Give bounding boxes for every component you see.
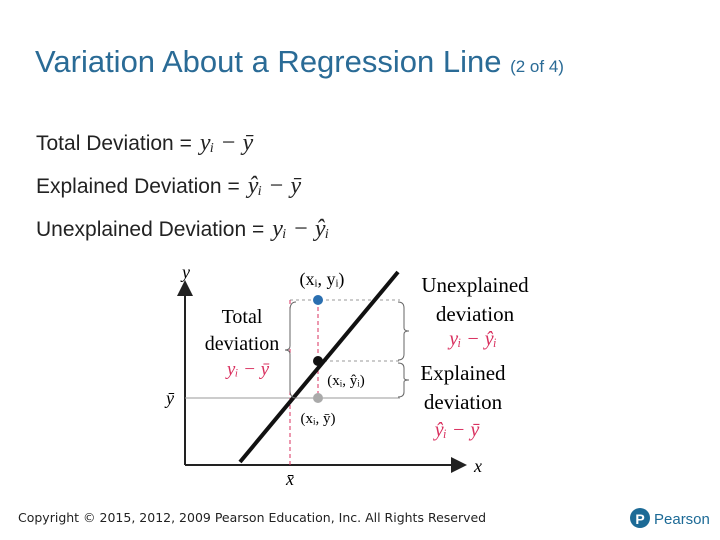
copyright: Copyright © 2015, 2012, 2009 Pearson Edu… bbox=[18, 510, 487, 525]
formula: yᵢ − ŷᵢ bbox=[447, 328, 497, 350]
logo-letter: P bbox=[635, 511, 644, 527]
logo-mark bbox=[630, 508, 650, 528]
title: Variation About a Regression Line bbox=[35, 44, 502, 79]
def-label: Explained Deviation = bbox=[36, 175, 240, 198]
mean-label: ȳ bbox=[164, 388, 175, 408]
brace bbox=[284, 301, 297, 399]
regression-line bbox=[238, 270, 400, 464]
label: deviation bbox=[424, 390, 503, 414]
brace bbox=[397, 301, 410, 361]
def-formula: yᵢ − ȳ bbox=[199, 130, 254, 156]
mean-point bbox=[313, 393, 323, 403]
formula: yᵢ − ȳ bbox=[225, 359, 270, 380]
label: deviation bbox=[436, 302, 515, 326]
definition: Total Deviation = yᵢ − ȳ bbox=[36, 130, 253, 157]
brand: Pearson bbox=[654, 511, 710, 528]
point-label: (xᵢ, yᵢ) bbox=[300, 269, 345, 290]
def-label: Unexplained Deviation = bbox=[36, 218, 265, 241]
brace bbox=[397, 362, 410, 398]
axis-label: x bbox=[473, 456, 482, 476]
def-formula: ŷᵢ − ȳ bbox=[247, 173, 302, 199]
observed-point bbox=[313, 295, 323, 305]
mean-label: x̄ bbox=[285, 469, 294, 489]
point-label: (xᵢ, ŷᵢ) bbox=[327, 373, 364, 389]
formula: ŷᵢ − ȳ bbox=[433, 419, 481, 441]
predicted-point bbox=[313, 356, 323, 366]
axis-label: y bbox=[180, 262, 190, 282]
definition: Unexplained Deviation = yᵢ − ŷᵢ bbox=[36, 216, 329, 243]
part-label: (2 of 4) bbox=[510, 57, 564, 76]
definition: Explained Deviation = ŷᵢ − ȳ bbox=[36, 173, 301, 200]
point-label: (xᵢ, ȳ) bbox=[301, 411, 336, 427]
def-formula: yᵢ − ŷᵢ bbox=[272, 216, 330, 242]
label: Unexplained bbox=[421, 273, 529, 297]
label: Total bbox=[222, 306, 263, 328]
label: deviation bbox=[205, 333, 279, 355]
title-block: Variation About a Regression Line (2 of … bbox=[35, 38, 695, 91]
def-label: Total Deviation = bbox=[36, 132, 192, 155]
label: Explained bbox=[420, 361, 506, 385]
